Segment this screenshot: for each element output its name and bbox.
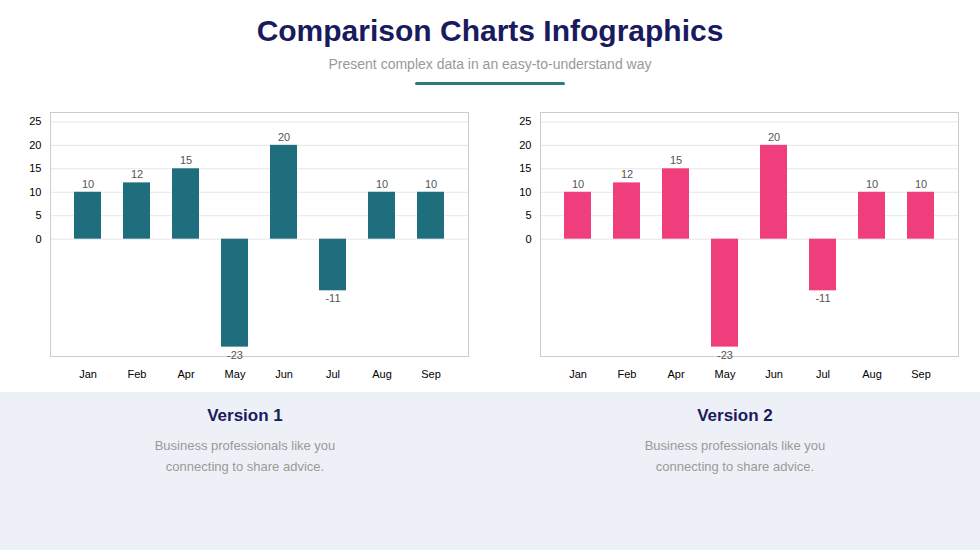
svg-text:25: 25	[29, 115, 41, 127]
svg-text:12: 12	[131, 168, 143, 180]
svg-text:Sep: Sep	[421, 368, 441, 380]
svg-text:10: 10	[519, 186, 531, 198]
svg-text:Jul: Jul	[816, 368, 830, 380]
svg-text:-23: -23	[717, 349, 733, 361]
svg-text:May: May	[715, 368, 736, 380]
html-text:Present complex data in an eas: Present complex data in an easy-to-under…	[328, 56, 652, 72]
svg-text:5: 5	[525, 209, 531, 221]
svg-text:10: 10	[915, 178, 927, 190]
svg-text:10: 10	[82, 178, 94, 190]
svg-text:20: 20	[768, 131, 780, 143]
svg-text:Jan: Jan	[569, 368, 587, 380]
svg-text:-23: -23	[227, 349, 243, 361]
svg-text:Jun: Jun	[275, 368, 293, 380]
svg-text:Jun: Jun	[765, 368, 783, 380]
svg-text:Aug: Aug	[372, 368, 392, 380]
svg-text:20: 20	[519, 139, 531, 151]
svg-text:0: 0	[525, 233, 531, 245]
html-text:Business professionals like yo: Business professionals like you connecti…	[644, 438, 826, 474]
svg-text:-11: -11	[325, 292, 340, 304]
svg-text:20: 20	[278, 131, 290, 143]
svg-text:-11: -11	[815, 292, 830, 304]
svg-text:Jan: Jan	[79, 368, 97, 380]
svg-text:5: 5	[35, 209, 41, 221]
svg-text:Apr: Apr	[177, 368, 194, 380]
svg-text:10: 10	[866, 178, 878, 190]
svg-text:Feb: Feb	[128, 368, 147, 380]
svg-text:Apr: Apr	[667, 368, 684, 380]
svg-text:15: 15	[29, 162, 41, 174]
svg-text:25: 25	[519, 115, 531, 127]
svg-text:Jul: Jul	[326, 368, 340, 380]
svg-text:10: 10	[29, 186, 41, 198]
svg-text:10: 10	[376, 178, 388, 190]
html-text:Comparison Charts Infographics: Comparison Charts Infographics	[256, 14, 724, 47]
svg-text:12: 12	[621, 168, 633, 180]
html-text:Business professionals like yo: Business professionals like you connecti…	[154, 438, 336, 474]
svg-text:Feb: Feb	[618, 368, 637, 380]
svg-text:Aug: Aug	[862, 368, 882, 380]
svg-text:15: 15	[180, 154, 192, 166]
svg-text:0: 0	[35, 233, 41, 245]
svg-text:10: 10	[572, 178, 584, 190]
svg-text:15: 15	[670, 154, 682, 166]
svg-text:May: May	[225, 368, 246, 380]
html-text:Version 2: Version 2	[697, 406, 773, 425]
svg-text:20: 20	[29, 139, 41, 151]
svg-text:10: 10	[425, 178, 437, 190]
svg-text:15: 15	[519, 162, 531, 174]
svg-text:Sep: Sep	[911, 368, 931, 380]
html-text:Version 1: Version 1	[207, 406, 283, 425]
